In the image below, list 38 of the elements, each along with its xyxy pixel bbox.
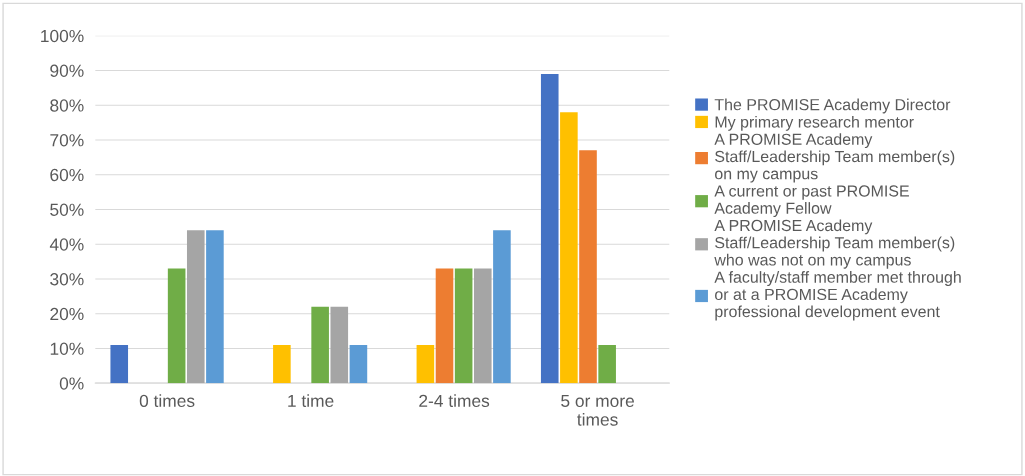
x-tick-label: 5 or more times [561,394,634,426]
bar [560,112,578,384]
bar [311,306,329,384]
y-tick-label: 60% [50,168,84,182]
y-tick-label: 10% [50,342,84,355]
y-tick-label: 20% [50,307,84,321]
y-tick-label: 0% [59,377,84,390]
y-tick-label: 90% [50,64,84,77]
y-tick-label: 100% [41,29,84,43]
bar [435,268,454,384]
y-tick-label: 40% [49,238,84,251]
bar [330,306,349,384]
legend-label: A faculty/staff member met through or at a PROMISE Academy professional development event [714,271,961,321]
x-tick-label: 2-4 times [419,394,490,408]
bar [416,344,435,384]
legend-label: A PROMISE Academy Staff/Leadership Team member(s) who was not on my campus [714,219,955,269]
legend-label: The PROMISE Academy Director [714,98,951,114]
bar [349,344,368,384]
bar [206,230,224,384]
legend-label: My primary research mentor [715,115,914,131]
bar [454,268,473,384]
y-tick-label: 50% [50,203,84,216]
bar [473,268,492,384]
y-tick-label: 80% [50,99,84,112]
x-tick-label: 1 time [288,394,334,408]
legend-label: A current or past PROMISE Academy Fellow [714,185,909,218]
bar [273,344,291,384]
bar [110,344,129,384]
bar [493,230,511,384]
bar [540,73,559,384]
x-tick-label: 0 times [139,394,195,408]
bar [167,268,186,384]
bar [579,150,597,384]
y-tick-label: 70% [50,134,84,147]
legend-label: A PROMISE Academy Staff/Leadership Team member(s) on my campus [714,133,955,183]
bar [598,344,616,384]
y-tick-label: 30% [50,273,84,286]
bar [186,230,205,384]
